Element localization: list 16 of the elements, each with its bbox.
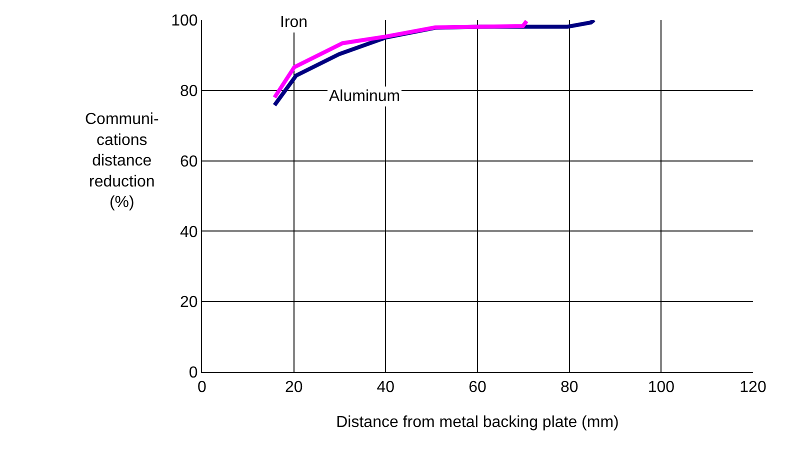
- y-tick-label: 100: [171, 12, 198, 30]
- y-axis-title: Communi- cations distance reduction (%): [85, 111, 159, 212]
- series-label: Aluminum: [329, 88, 400, 105]
- y-tick-label: 60: [180, 153, 198, 170]
- x-axis-title: Distance from metal backing plate (mm): [336, 414, 619, 431]
- series-label: Iron: [280, 14, 308, 31]
- x-tick-label: 80: [560, 379, 578, 396]
- y-tick-label: 0: [188, 364, 198, 382]
- x-tick-label: 40: [376, 379, 395, 396]
- y-tick-label: 40: [180, 224, 198, 241]
- y-tick-label: 80: [180, 83, 198, 100]
- x-tick-label: 20: [284, 379, 303, 396]
- x-tick-label: 120: [740, 379, 766, 396]
- y-tick-label: 20: [180, 294, 198, 312]
- x-tick-label: 100: [648, 379, 675, 396]
- x-tick-label: 60: [468, 379, 486, 396]
